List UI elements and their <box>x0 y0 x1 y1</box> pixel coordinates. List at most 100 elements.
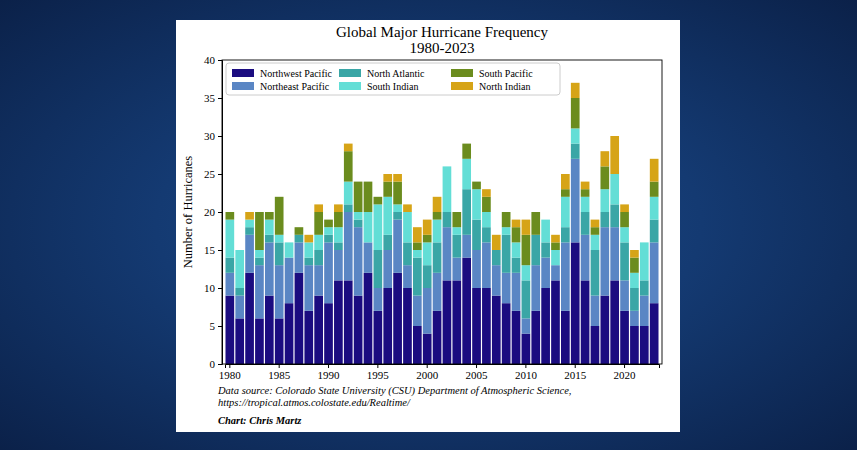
bar-segment <box>492 265 501 295</box>
bar-segment <box>650 303 659 364</box>
y-tick-label: 30 <box>204 130 216 142</box>
bar-segment <box>541 219 550 220</box>
bar-segment <box>364 212 373 242</box>
bar-segment <box>600 296 609 364</box>
bar-segment <box>265 296 274 364</box>
legend-item: North Atlantic <box>339 68 425 79</box>
y-axis: 0510152025303540 <box>204 54 223 370</box>
bar-segment <box>620 311 629 364</box>
bar-segment <box>630 273 639 288</box>
x-axis-line <box>226 365 660 369</box>
bar-segment <box>472 250 481 288</box>
bar-segment <box>591 227 600 235</box>
x-tick: 2020 <box>614 364 637 381</box>
bar-segment <box>620 227 629 242</box>
bar-segment <box>255 250 264 258</box>
legend-label: Northeast Pacific <box>260 81 330 92</box>
bar-segment <box>255 265 264 318</box>
bar-segment <box>334 250 343 280</box>
panel <box>176 20 680 432</box>
bar-segment <box>285 303 294 364</box>
bar-segment <box>640 280 649 295</box>
bar-segment <box>561 227 570 242</box>
bar-segment <box>374 288 383 311</box>
bar-segment <box>265 220 274 235</box>
bar-segment <box>324 227 333 235</box>
annotation: Data source: Colorado State University (… <box>217 385 571 397</box>
bar-segment <box>502 273 511 303</box>
legend-label: North Atlantic <box>367 68 425 79</box>
bar-segment <box>472 220 481 250</box>
annotation: https://tropical.atmos.colostate.edu/Rea… <box>218 397 411 408</box>
x-tick-mark <box>328 364 329 368</box>
bar-segment <box>364 181 373 182</box>
bar-segment <box>354 296 363 364</box>
bar-segment <box>571 144 580 159</box>
series-bars <box>225 128 658 288</box>
bar-segment <box>551 235 560 243</box>
bar-segment <box>364 273 373 364</box>
legend-label: Northwest Pacific <box>260 68 332 79</box>
bar-segment <box>502 212 511 227</box>
bar-segment <box>591 296 600 326</box>
bar-segment <box>482 288 491 364</box>
y-tick-mark <box>218 212 222 213</box>
bar-segment <box>502 212 511 213</box>
y-axis-line <box>218 61 223 365</box>
bar-segment <box>531 212 540 235</box>
bar-segment <box>235 250 244 251</box>
x-tick-mark <box>279 364 280 368</box>
bar-segment <box>502 227 511 235</box>
bar-segment <box>433 242 442 272</box>
bar-segment <box>541 220 550 243</box>
bar-segment <box>304 258 313 266</box>
bar-segment <box>245 273 254 364</box>
x-tick: 1995 <box>367 364 390 381</box>
bar-segment <box>472 189 481 219</box>
x-tick-mark <box>624 364 625 368</box>
x-tick: 2010 <box>515 364 538 381</box>
bar-segment <box>581 182 590 190</box>
bar-segment <box>462 189 471 235</box>
bar-segment <box>413 326 422 364</box>
bar-segment <box>423 265 432 288</box>
x-tick: 2005 <box>466 364 489 381</box>
bar-segment <box>255 258 264 266</box>
bar-segment <box>393 212 402 220</box>
bar-segment <box>650 159 659 182</box>
bar-segment <box>452 212 461 213</box>
bar-segment <box>600 227 609 295</box>
bar-segment <box>462 258 471 364</box>
bar-segment <box>512 273 521 311</box>
bar-segment <box>581 235 590 281</box>
bar-segment <box>314 204 323 212</box>
bar-segment <box>551 265 560 280</box>
bar-segment <box>423 242 432 265</box>
bar-segment <box>393 273 402 364</box>
bar-segment <box>245 235 254 273</box>
y-tick: 25 <box>204 168 222 180</box>
bar-segment <box>374 196 383 197</box>
y-tick-label: 35 <box>204 92 216 104</box>
bar-segment <box>393 204 402 212</box>
bar-segment <box>364 242 373 272</box>
bar-segment <box>403 288 412 364</box>
bar-segment <box>235 288 244 296</box>
bar-segment <box>235 250 244 288</box>
y-tick: 35 <box>204 92 222 104</box>
bar-segment <box>374 250 383 288</box>
legend-swatch <box>232 69 254 77</box>
bar-segment <box>620 280 629 310</box>
legend: Northwest Pacific Northeast Pacific North … <box>226 63 560 95</box>
bar-segment <box>393 220 402 273</box>
bar-segment <box>344 151 353 181</box>
x-tick-label: 1980 <box>219 369 242 381</box>
bar-segment <box>620 212 629 227</box>
bar-segment <box>452 280 461 364</box>
y-tick-mark <box>218 288 222 289</box>
x-tick-label: 1995 <box>367 369 390 381</box>
bar-segment <box>304 265 313 311</box>
bar-segment <box>650 220 659 243</box>
bar-segment <box>571 242 580 364</box>
bar-segment <box>433 220 442 243</box>
